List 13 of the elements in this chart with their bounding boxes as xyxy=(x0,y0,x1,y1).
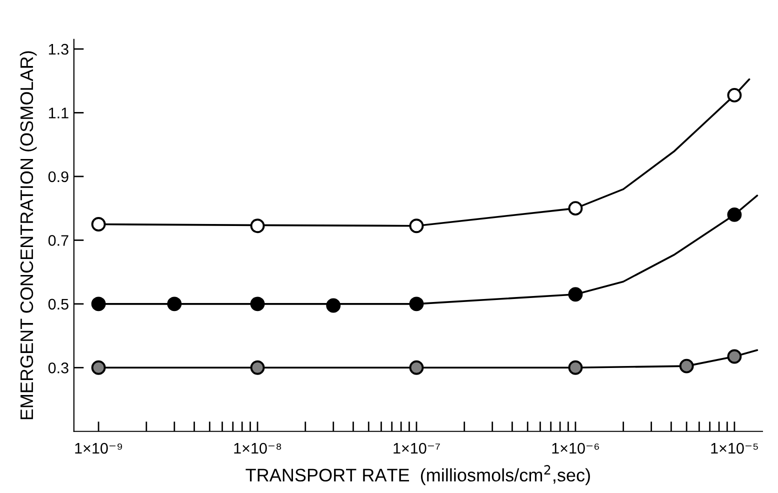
x-axis-title: TRANSPORT RATE (milliosmols/cm$^{2}$,sec) xyxy=(246,465,590,486)
x-tick-label: 1×10⁻⁸ xyxy=(234,442,282,454)
y-tick-label: 1.3 xyxy=(48,44,68,55)
y-tick-label: 0.3 xyxy=(48,362,68,374)
x-tick-label: 1×10⁻⁷ xyxy=(394,442,440,454)
y-axis-title: EMERGENT CONCENTRATION (OSMOLAR) xyxy=(20,51,37,420)
y-tick-label: 0.7 xyxy=(48,235,68,246)
x-tick-label: 1×10⁻⁵ xyxy=(711,442,758,454)
x-tick-label: 1×10⁻⁹ xyxy=(75,442,122,454)
y-tick-label: 0.5 xyxy=(48,298,68,310)
x-tick-label: 1×10⁻⁶ xyxy=(552,442,599,454)
y-tick-label: 0.9 xyxy=(48,171,68,182)
y-tick-label: 1.1 xyxy=(48,108,68,118)
